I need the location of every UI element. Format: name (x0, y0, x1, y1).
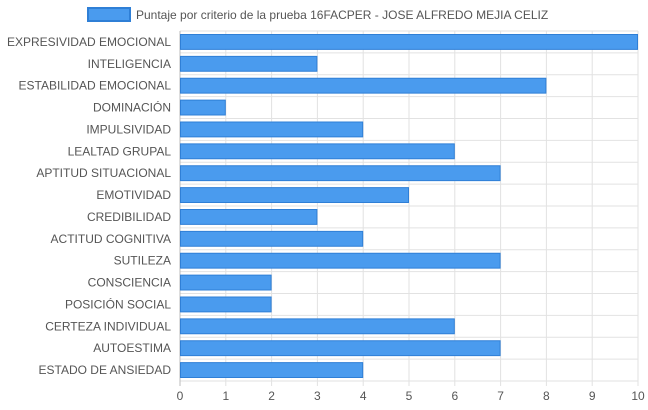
bar (180, 187, 409, 203)
category-label: APTITUD SITUACIONAL (36, 166, 171, 180)
x-tick-label: 10 (631, 389, 645, 403)
bar (180, 121, 364, 138)
bar (180, 362, 364, 378)
bar (180, 252, 501, 269)
bar (180, 230, 364, 247)
bar (180, 274, 272, 291)
x-tick-label: 7 (497, 389, 504, 403)
category-label: LEALTAD GRUPAL (68, 144, 172, 158)
bar (180, 340, 501, 357)
x-tick-label: 9 (589, 389, 596, 403)
bar (180, 34, 638, 50)
category-label: CREDIBILIDAD (87, 210, 171, 224)
legend-label: Puntaje por criterio de la prueba 16FACP… (136, 8, 548, 22)
category-label: POSICIÓN SOCIAL (65, 296, 171, 311)
category-label: SUTILEZA (114, 254, 171, 268)
x-tick-label: 6 (451, 389, 458, 403)
bar (180, 296, 272, 313)
bar (180, 165, 501, 182)
category-labels: EXPRESIVIDAD EMOCIONAL INTELIGENCIA ESTABI… (7, 35, 171, 377)
x-tick-label: 0 (177, 389, 184, 403)
category-label: EMOTIVIDAD (96, 188, 171, 202)
bar (180, 143, 455, 160)
category-label: ESTADO DE ANSIEDAD (39, 363, 172, 377)
bar (180, 99, 226, 116)
bar (180, 55, 318, 72)
x-tick-labels: 0 1 2 3 4 5 6 7 8 9 10 (177, 389, 645, 403)
category-label: DOMINACIÓN (93, 100, 171, 115)
category-label: ESTABILIDAD EMOCIONAL (19, 79, 172, 93)
x-tick-label: 4 (360, 389, 367, 403)
category-label: EXPRESIVIDAD EMOCIONAL (7, 35, 171, 49)
x-tick-label: 8 (543, 389, 550, 403)
x-tick-label: 2 (268, 389, 275, 403)
category-label: IMPULSIVIDAD (86, 122, 171, 136)
category-label: ACTITUD COGNITIVA (51, 232, 171, 246)
legend-swatch (87, 7, 131, 22)
bar (180, 77, 547, 94)
x-tick-label: 5 (406, 389, 413, 403)
category-label: CERTEZA INDIVIDUAL (45, 319, 171, 333)
bar (180, 318, 455, 335)
x-tick-label: 3 (314, 389, 321, 403)
category-label: AUTOESTIMA (93, 341, 171, 355)
category-label: CONSCIENCIA (88, 276, 171, 290)
category-label: INTELIGENCIA (88, 57, 171, 71)
bars (180, 34, 638, 378)
bar (180, 209, 318, 225)
legend: Puntaje por criterio de la prueba 16FACP… (87, 7, 548, 22)
x-tick-label: 1 (222, 389, 229, 403)
